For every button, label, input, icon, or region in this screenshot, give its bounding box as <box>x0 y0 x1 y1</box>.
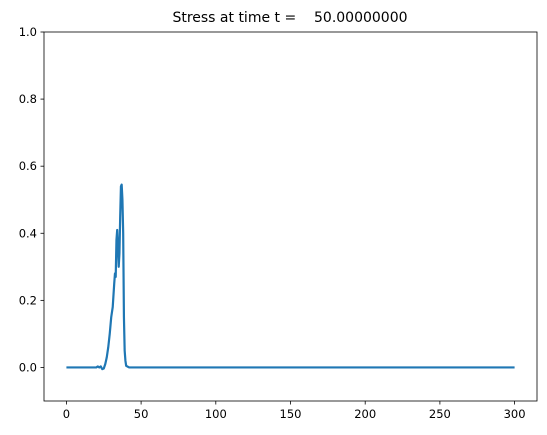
x-tick-label: 300 <box>504 407 526 421</box>
x-tick-label: 250 <box>429 407 451 421</box>
x-tick-label: 150 <box>280 407 302 421</box>
x-tick-label: 100 <box>205 407 227 421</box>
y-tick-label: 0.8 <box>19 92 37 106</box>
y-tick-label: 0.6 <box>19 159 37 173</box>
y-tick-label: 0.4 <box>19 226 37 240</box>
y-tick-label: 1.0 <box>19 25 37 39</box>
x-tick-label: 0 <box>63 407 70 421</box>
x-tick-label: 200 <box>354 407 376 421</box>
chart-title: Stress at time t = 50.00000000 <box>172 10 407 26</box>
y-tick-label: 0.2 <box>19 293 37 307</box>
y-tick-label: 0.0 <box>19 360 37 374</box>
plot-frame <box>43 31 538 402</box>
line <box>66 183 515 371</box>
x-tick-label: 50 <box>134 407 149 421</box>
